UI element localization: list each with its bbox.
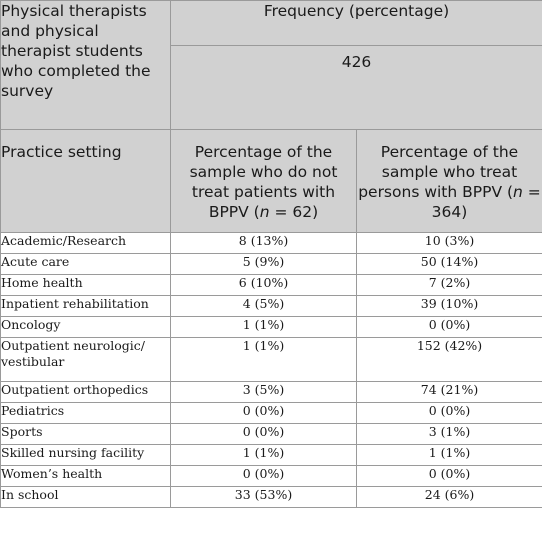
table-row: Home health 6 (10%) 7 (2%)	[0, 274, 542, 296]
table-row: Oncology 1 (1%) 0 (0%)	[0, 316, 542, 338]
no-bppv-cell: 1 (1%)	[170, 444, 357, 466]
setting-cell: Acute care	[0, 253, 171, 275]
header-respondents-label: Physical therapists and physical therapi…	[0, 0, 171, 130]
bppv-cell: 50 (14%)	[356, 253, 542, 275]
setting-cell: Sports	[0, 423, 171, 445]
header-row-1: Physical therapists and physical therapi…	[0, 0, 542, 130]
setting-cell: Pediatrics	[0, 402, 171, 424]
table-row: Outpatient orthopedics 3 (5%) 74 (21%)	[0, 381, 542, 403]
col-no-bppv-text: Percentage of the sample who do not trea…	[189, 143, 338, 221]
no-bppv-cell: 5 (9%)	[170, 253, 357, 275]
setting-cell: Inpatient rehabilitation	[0, 295, 171, 317]
no-bppv-cell: 33 (53%)	[170, 486, 357, 508]
header-total-value: 426	[170, 45, 542, 130]
setting-cell: Women’s health	[0, 465, 171, 487]
no-bppv-cell: 8 (13%)	[170, 232, 357, 254]
no-bppv-cell: 6 (10%)	[170, 274, 357, 296]
bppv-cell: 152 (42%)	[356, 337, 542, 382]
no-bppv-cell: 3 (5%)	[170, 381, 357, 403]
header-row-2: Practice setting Percentage of the sampl…	[0, 129, 542, 233]
bppv-cell: 0 (0%)	[356, 402, 542, 424]
setting-cell: Home health	[0, 274, 171, 296]
no-bppv-cell: 0 (0%)	[170, 423, 357, 445]
table-row: Women’s health 0 (0%) 0 (0%)	[0, 465, 542, 487]
no-bppv-cell: 1 (1%)	[170, 337, 357, 382]
setting-cell: Skilled nursing facility	[0, 444, 171, 466]
col-no-bppv-n: n	[259, 203, 270, 221]
col-bppv-n: n	[513, 183, 523, 201]
col-bppv-count: = 364)	[431, 183, 541, 221]
col-no-bppv-count: = 62)	[269, 203, 319, 221]
header-col-bppv: Percentage of the sample who treat perso…	[356, 129, 542, 233]
table-row: Inpatient rehabilitation 4 (5%) 39 (10%)	[0, 295, 542, 317]
header-practice-setting: Practice setting	[0, 129, 171, 233]
bppv-cell: 0 (0%)	[356, 316, 542, 338]
table-row: Sports 0 (0%) 3 (1%)	[0, 423, 542, 445]
table-row: In school 33 (53%) 24 (6%)	[0, 486, 542, 508]
col-bppv-text: Percentage of the sample who treat perso…	[358, 143, 519, 201]
header-frequency-title: Frequency (percentage)	[170, 0, 542, 46]
bppv-cell: 10 (3%)	[356, 232, 542, 254]
setting-cell: Outpatient orthopedics	[0, 381, 171, 403]
no-bppv-cell: 4 (5%)	[170, 295, 357, 317]
table-row: Outpatient neurologic/ vestibular 1 (1%) 1…	[0, 337, 542, 382]
setting-cell: Oncology	[0, 316, 171, 338]
header-row-1b: 426	[1, 45, 542, 130]
bppv-cell: 0 (0%)	[356, 465, 542, 487]
bppv-cell: 1 (1%)	[356, 444, 542, 466]
setting-cell: Academic/Research	[0, 232, 171, 254]
table-row: Skilled nursing facility 1 (1%) 1 (1%)	[0, 444, 542, 466]
table-body: Academic/Research 8 (13%) 10 (3%) Acute car…	[0, 232, 542, 508]
header-col-no-bppv: Percentage of the sample who do not trea…	[170, 129, 357, 233]
bppv-cell: 3 (1%)	[356, 423, 542, 445]
table-row: Pediatrics 0 (0%) 0 (0%)	[0, 402, 542, 424]
table-row: Academic/Research 8 (13%) 10 (3%)	[0, 232, 542, 254]
data-table: Physical therapists and physical therapi…	[0, 0, 542, 508]
setting-cell: Outpatient neurologic/ vestibular	[0, 337, 171, 382]
no-bppv-cell: 0 (0%)	[170, 465, 357, 487]
no-bppv-cell: 1 (1%)	[170, 316, 357, 338]
bppv-cell: 74 (21%)	[356, 381, 542, 403]
bppv-cell: 7 (2%)	[356, 274, 542, 296]
bppv-cell: 39 (10%)	[356, 295, 542, 317]
bppv-cell: 24 (6%)	[356, 486, 542, 508]
setting-cell: In school	[0, 486, 171, 508]
no-bppv-cell: 0 (0%)	[170, 402, 357, 424]
table-row: Acute care 5 (9%) 50 (14%)	[0, 253, 542, 275]
